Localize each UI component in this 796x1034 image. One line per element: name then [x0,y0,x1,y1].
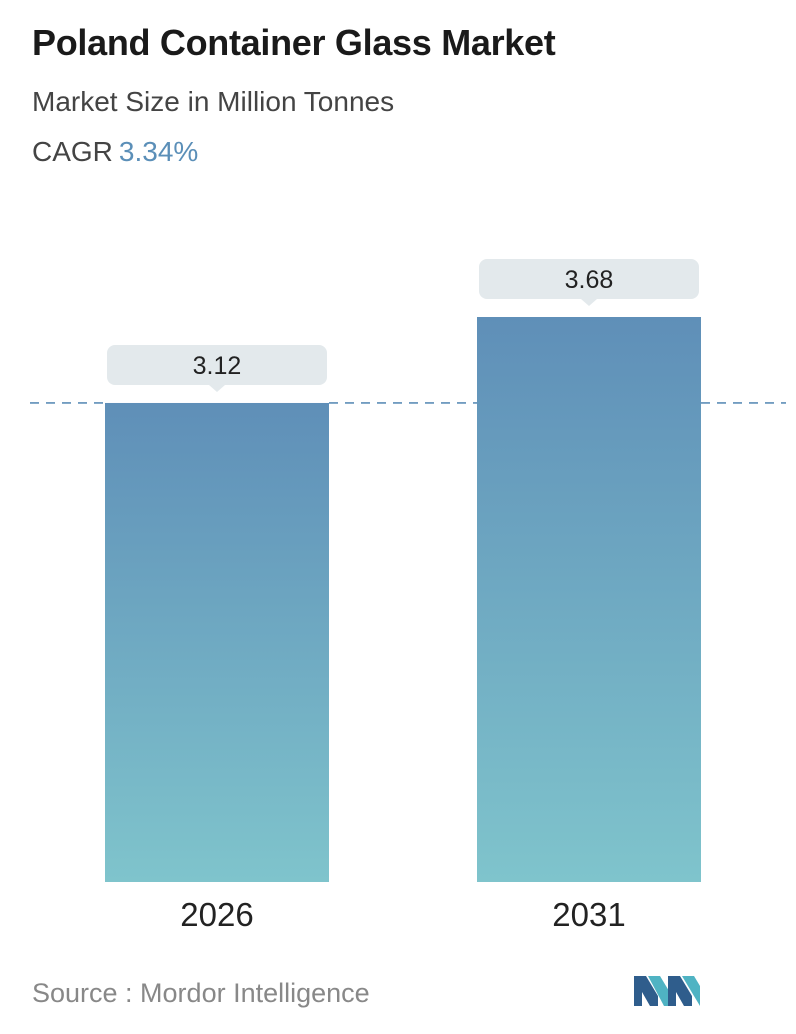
value-label-box-2026 [107,344,327,392]
cagr-value: 3.34% [118,136,199,167]
value-label-2031: 3.68 [565,266,614,294]
bar-chart: 3.12 2026 3.68 2031 [30,259,786,933]
bar-2031 [477,317,701,882]
cagr: CAGR 3.34% [32,136,198,168]
x-tick-label-2026: 2026 [180,896,253,933]
x-tick-label-2031: 2031 [552,896,625,933]
bar-2026 [105,402,329,882]
chart-title: Poland Container Glass Market [32,22,556,63]
chart-subtitle: Market Size in Million Tonnes [32,86,395,117]
value-label-2026: 3.12 [193,352,242,380]
value-label-box-2031 [479,259,699,306]
mordor-intelligence-logo [634,976,700,1006]
cagr-label: CAGR [32,136,113,167]
source-text: Source : Mordor Intelligence [32,978,370,1008]
